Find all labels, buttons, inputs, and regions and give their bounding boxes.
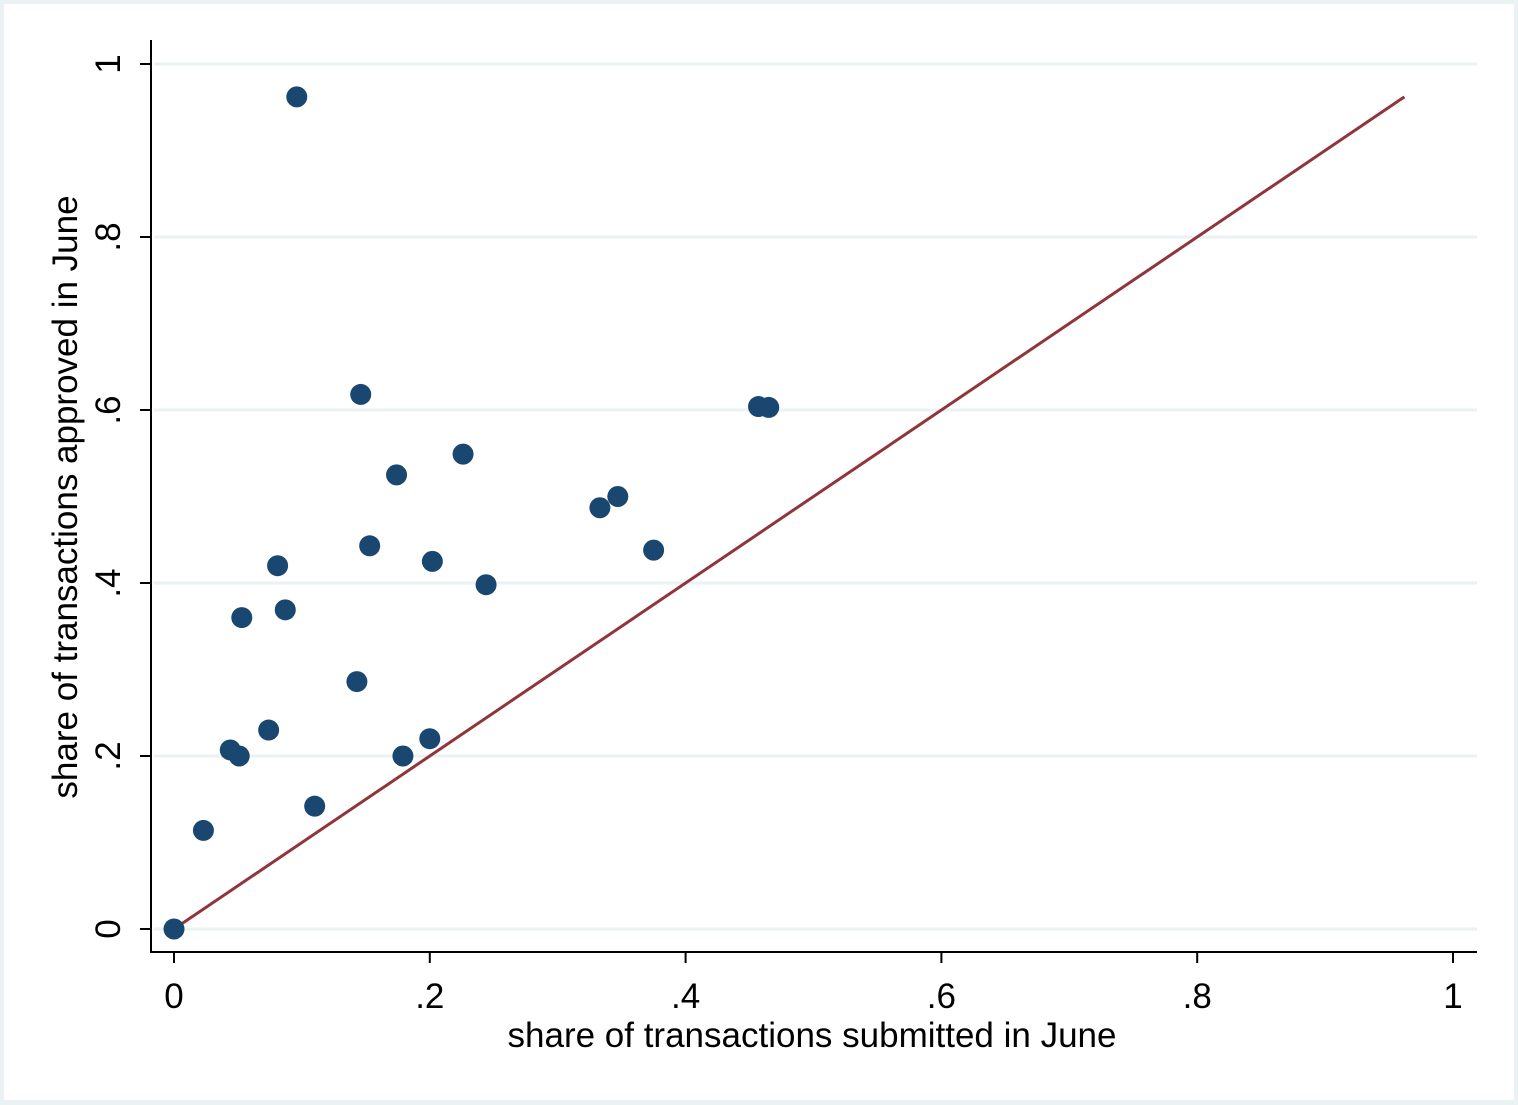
scatter-point [386,464,408,486]
scatter-point [359,535,381,557]
x-tick-label: .8 [1183,977,1212,1016]
scatter-point [392,745,414,767]
scatter-point [258,719,280,741]
y-tick-label: 0 [89,919,128,938]
fit-line-series [173,95,1406,931]
scatter-point [607,486,629,507]
scatter-point [475,574,497,596]
y-tick-label: .6 [89,395,128,424]
x-tick-label: .2 [415,977,444,1016]
scatter-point [589,497,611,519]
x-axis-ticks: 0 .2 .4 .6 .8 1 [164,952,1463,1016]
scatter-point [452,443,474,465]
x-axis-title: share of transactions submitted in June [508,1016,1117,1055]
y-tick-label: 1 [89,54,128,73]
x-tick-label: 0 [164,977,183,1016]
gridlines [154,62,1477,931]
y-tick-label: .4 [89,568,128,597]
scatter-point [346,671,368,693]
scatter-point [304,795,326,817]
y-axis-title: share of transactions approved in June [46,195,85,798]
fit-line [173,95,1406,931]
x-tick-label: .4 [671,977,700,1016]
scatter-point [274,599,296,621]
y-axis-ticks: 0 .2 .4 .6 .8 1 [89,54,151,939]
scatter-chart: 0 .2 .4 .6 .8 1 0 .2 .4 .6 .8 1 share of transacti… [46,40,1477,1055]
scatter-point [267,555,289,577]
scatter-point [228,745,250,767]
scatter-point [421,550,443,572]
scatter-point [419,728,441,750]
scatter-point [286,86,308,108]
scatter-series [163,86,780,940]
chart-frame: 0 .2 .4 .6 .8 1 0 .2 .4 .6 .8 1 share of transacti… [4,4,1514,1100]
scatter-point [163,918,185,940]
x-tick-label: .6 [927,977,956,1016]
axes [150,40,1477,953]
y-tick-label: .8 [89,222,128,251]
scatter-point [643,539,665,561]
scatter-point [350,383,372,405]
scatter-point [758,396,780,418]
y-tick-label: .2 [89,741,128,770]
scatter-point [192,819,214,841]
scatter-point [231,607,253,629]
x-tick-label: 1 [1443,977,1462,1016]
